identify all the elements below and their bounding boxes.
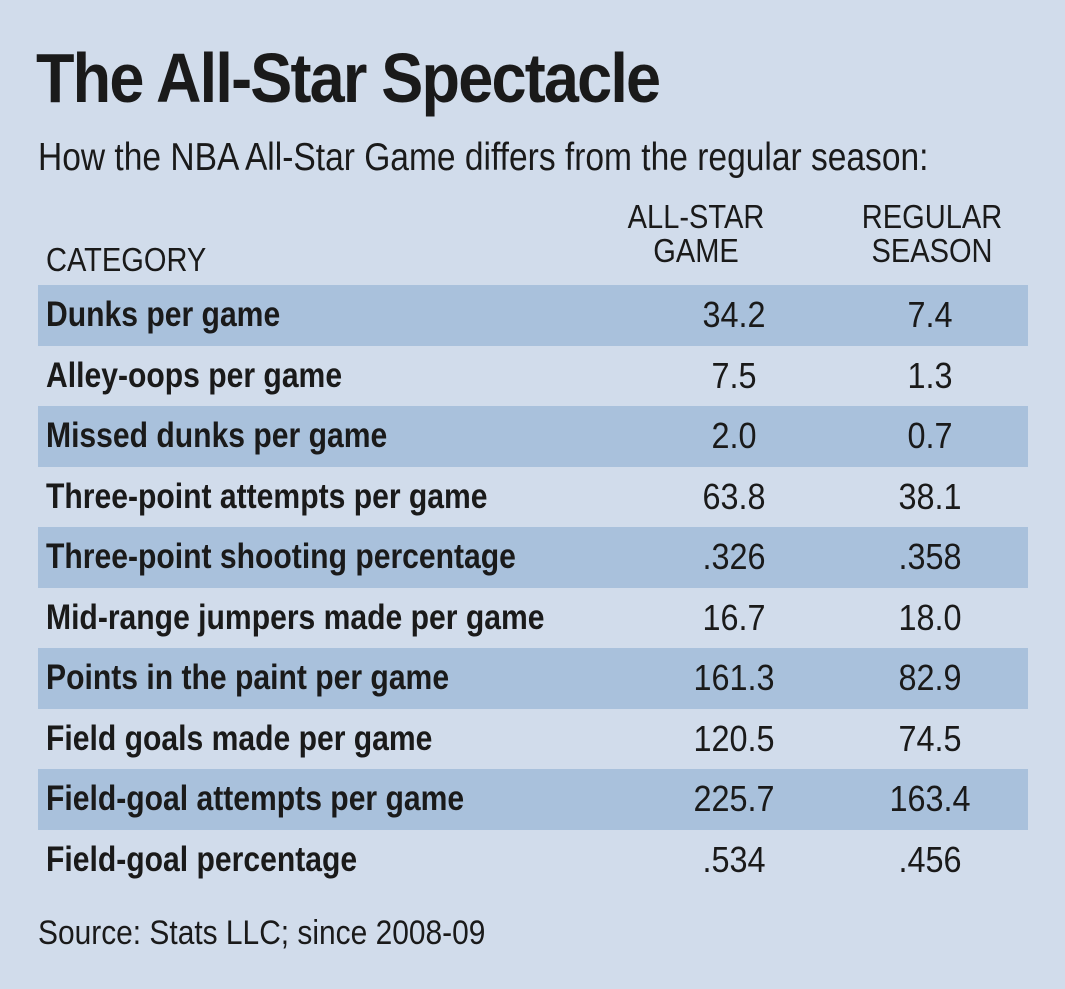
data-table: Dunks per game 34.2 7.4 Alley-oops per game… — [38, 285, 1028, 890]
table-row: Mid-range jumpers made per game 16.7 18.0 — [38, 588, 1028, 649]
row-category: Mid-range jumpers made per game — [46, 597, 545, 637]
row-all-star-value: 225.7 — [693, 778, 775, 819]
column-header-all-star-line-1: ALL-STAR — [627, 198, 765, 235]
row-category: Points in the paint per game — [46, 658, 450, 697]
column-header-category: CATEGORY — [46, 241, 207, 278]
row-regular-season-value: 163.4 — [889, 778, 971, 819]
table-row: Field-goal attempts per game 225.7 163.4 — [38, 769, 1028, 830]
row-category: Field-goal percentage — [46, 839, 358, 879]
row-category: Field goals made per game — [46, 718, 433, 758]
table-row: Field goals made per game 120.5 74.5 — [38, 709, 1028, 770]
table-row: Dunks per game 34.2 7.4 — [38, 285, 1028, 346]
row-all-star-value: 161.3 — [693, 657, 775, 698]
row-regular-season-value: 1.3 — [907, 354, 953, 396]
row-all-star-value: 7.5 — [711, 354, 757, 396]
table-row: Points in the paint per game 161.3 82.9 — [38, 648, 1028, 709]
table-row: Three-point shooting percentage .326 .358 — [38, 527, 1028, 588]
row-regular-season-value: 7.4 — [907, 294, 953, 335]
table-row: Alley-oops per game 7.5 1.3 — [38, 346, 1028, 407]
table-row: Three-point attempts per game 63.8 38.1 — [38, 467, 1028, 528]
column-header-all-star-game: ALL-STAR GAME — [608, 200, 784, 268]
source-note: Source: Stats LLC; since 2008-09 — [38, 914, 486, 952]
row-all-star-value: 34.2 — [702, 294, 766, 335]
row-regular-season-value: 74.5 — [898, 717, 962, 759]
row-regular-season-value: 18.0 — [898, 596, 962, 638]
row-category: Alley-oops per game — [46, 355, 343, 395]
table-row: Missed dunks per game 2.0 0.7 — [38, 406, 1028, 467]
row-all-star-value: .326 — [702, 536, 766, 577]
row-all-star-value: 120.5 — [693, 717, 775, 759]
row-regular-season-value: .456 — [898, 838, 962, 880]
row-all-star-value: .534 — [702, 838, 766, 880]
row-category: Three-point attempts per game — [46, 476, 488, 516]
row-regular-season-value: 82.9 — [898, 657, 962, 698]
row-all-star-value: 16.7 — [702, 596, 766, 638]
row-all-star-value: 2.0 — [711, 415, 757, 456]
column-header-regular-line-2: SEASON — [871, 232, 993, 269]
chart-subtitle: How the NBA All-Star Game differs from t… — [38, 136, 929, 179]
row-category: Missed dunks per game — [46, 416, 388, 455]
row-category: Dunks per game — [46, 295, 281, 334]
column-header-all-star-line-2: GAME — [653, 232, 739, 269]
table-row: Field-goal percentage .534 .456 — [38, 830, 1028, 891]
row-all-star-value: 63.8 — [702, 475, 766, 517]
chart-title: The All-Star Spectacle — [36, 39, 661, 117]
row-category: Field-goal attempts per game — [46, 779, 465, 818]
row-category: Three-point shooting percentage — [46, 537, 516, 576]
row-regular-season-value: 38.1 — [898, 475, 962, 517]
row-regular-season-value: .358 — [898, 536, 962, 577]
column-header-regular-line-1: REGULAR — [861, 198, 1003, 235]
column-header-regular-season: REGULAR SEASON — [844, 200, 1020, 268]
row-regular-season-value: 0.7 — [907, 415, 953, 456]
